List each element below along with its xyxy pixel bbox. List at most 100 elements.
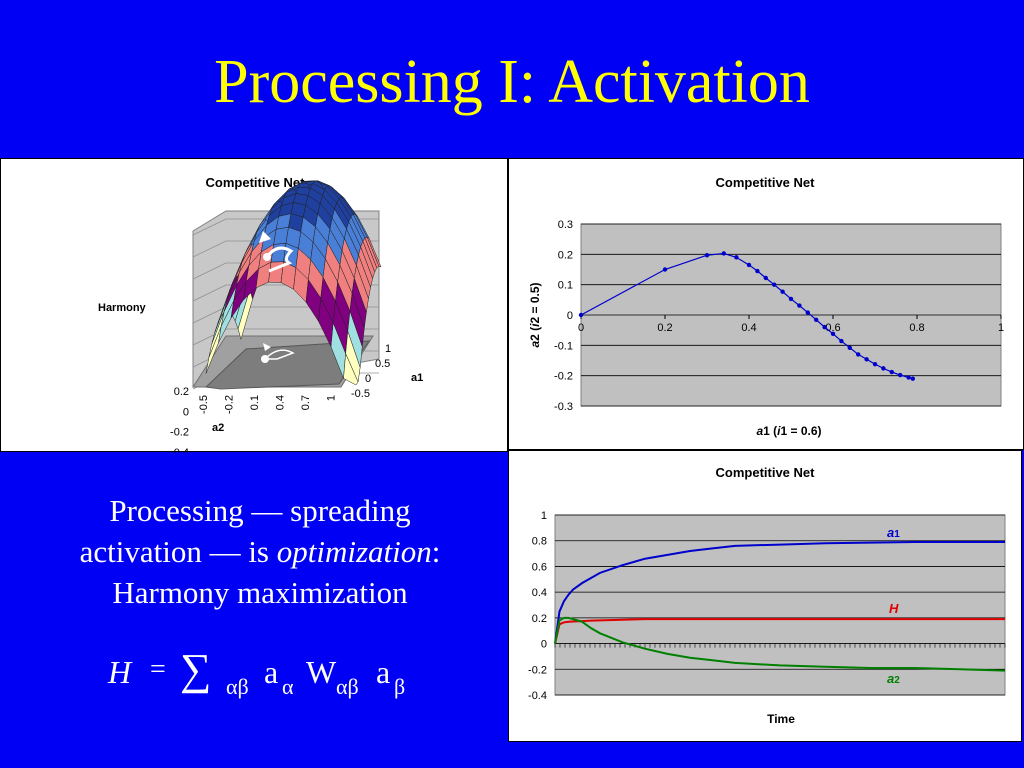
y-tick-label: 0.1 xyxy=(558,280,573,292)
x-tick-label: 1 xyxy=(998,322,1004,334)
x-tick-label: 0.2 xyxy=(657,322,672,334)
trajectory-point xyxy=(721,251,726,256)
trajectory-point xyxy=(856,352,861,357)
z-tick-label: 0.2 xyxy=(174,386,189,398)
series-label-sub: 1 xyxy=(894,529,900,540)
formula-a-beta: a xyxy=(376,654,391,690)
chart-title: Competitive Net xyxy=(716,175,816,190)
x-tick-label: 0.7 xyxy=(300,395,312,410)
trajectory-point xyxy=(889,369,894,375)
formula-sub-alpha: α xyxy=(282,674,294,699)
y-tick-label: -0.2 xyxy=(528,664,547,676)
y-tick-label: 0 xyxy=(541,639,547,651)
wall-grid-line xyxy=(192,240,227,258)
z-tick-label: -0.4 xyxy=(170,447,189,453)
trajectory-point xyxy=(910,376,915,381)
surface-chart-panel: Competitive Net 0.20-0.2-0.4-0.6-0.8-1-1… xyxy=(0,158,508,453)
text-line-3: Harmony maximization xyxy=(112,575,408,610)
text-emphasis: optimization xyxy=(276,534,432,569)
y-tick-label: 1 xyxy=(385,343,391,355)
y-tick-label: 0.3 xyxy=(558,219,573,231)
y-tick-label: -0.3 xyxy=(554,401,573,413)
wall-grid-line xyxy=(192,284,227,302)
trajectory-point xyxy=(746,262,752,268)
time-chart: Competitive Net 1 0.8 0.6 0.4 0.2 0 -0.2 -0.4 a… xyxy=(528,465,1006,726)
trajectory-point xyxy=(847,345,852,350)
y-label-var: a xyxy=(528,341,542,348)
z-tick-label: 0 xyxy=(183,406,189,418)
y-tick-label: 0.5 xyxy=(375,358,390,370)
y-label-mid: 2 ( xyxy=(528,327,542,341)
series-label-sub: 2 xyxy=(894,675,900,686)
z-tick-label: -0.2 xyxy=(170,427,189,439)
harmony-formula: H = ∑ αβ a α W αβ a β xyxy=(60,640,460,710)
trajectory-point xyxy=(755,268,760,274)
formula-sub-beta: β xyxy=(394,674,406,699)
x-tick-label: 0.1 xyxy=(249,395,261,410)
y-label-i: i xyxy=(528,323,542,327)
wall-grid-line xyxy=(192,262,227,280)
y-tick-label: 0 xyxy=(567,310,573,322)
y-tick-label: -0.5 xyxy=(351,388,370,400)
phase-chart: Competitive Net 0.3 0.2 0.1 0 -0.1 -0.2 -0.3 0… xyxy=(528,175,1004,438)
series-label-var: a xyxy=(887,525,894,540)
formula-eq: = xyxy=(150,654,166,685)
trajectory-point xyxy=(864,357,869,362)
y-tick-label: 0.4 xyxy=(532,587,547,599)
y-tick-label: 0.2 xyxy=(532,613,547,625)
x-tick-label: -0.2 xyxy=(224,395,236,414)
y-tick-label: -0.2 xyxy=(554,371,573,383)
surface-patch xyxy=(366,236,382,268)
arrowhead xyxy=(259,231,271,243)
floor-start-point xyxy=(261,355,269,363)
trajectory-point xyxy=(788,296,794,302)
text-line-2: activation — is optimization: xyxy=(20,531,500,572)
x-axis-label: a1 (i1 = 0.6) xyxy=(756,424,821,438)
x-tick-label: 1 xyxy=(326,395,338,401)
chart-title: Competitive Net xyxy=(206,175,306,190)
formula-H: H xyxy=(108,654,132,690)
harmony-surface xyxy=(205,180,382,386)
trajectory-point xyxy=(704,253,710,258)
trajectory-point xyxy=(780,289,785,294)
y-tick-label: 0.8 xyxy=(532,536,547,548)
x-tick-label: 0 xyxy=(578,322,584,334)
sum-icon: ∑ xyxy=(180,645,212,694)
trajectory-point xyxy=(797,303,802,308)
text-line-1: Processing — spreading xyxy=(109,493,411,528)
x-axis-label: a2 xyxy=(212,422,224,434)
x-label-mid: 1 ( xyxy=(763,424,777,438)
trajectory-point xyxy=(805,310,810,315)
series-line-H xyxy=(554,618,1005,644)
formula-sum-sub: αβ xyxy=(226,674,249,699)
y-label-end: 2 = 0.5) xyxy=(528,282,542,323)
y-tick-label: 0.2 xyxy=(558,249,573,261)
series-label-H: H xyxy=(889,601,899,616)
trajectory-point xyxy=(881,366,886,371)
series-label-var: a xyxy=(887,671,894,686)
formula-a-alpha: a xyxy=(264,654,279,690)
x-tick-label: -0.5 xyxy=(198,395,210,414)
formula-sub-alphabeta: αβ xyxy=(336,674,359,699)
body-text: Processing — spreading activation — is o… xyxy=(20,490,500,613)
slide-title: Processing I: Activation xyxy=(214,48,810,116)
series-label-a2: a2 xyxy=(887,671,900,686)
y-tick-label: 0 xyxy=(365,373,371,385)
trajectory-point xyxy=(734,255,739,260)
series-line-a2 xyxy=(554,616,1006,672)
trajectory-point xyxy=(906,375,911,380)
x-tick-label: 0.4 xyxy=(275,395,287,410)
wall-grid-line xyxy=(192,218,227,236)
x-tick-label: 0.4 xyxy=(741,322,756,334)
trajectory-point xyxy=(662,267,668,272)
y-axis-label: a2 (i2 = 0.5) xyxy=(528,282,542,347)
series-label-var: H xyxy=(889,601,899,616)
surface-arrow xyxy=(265,246,294,273)
surface-chart: Competitive Net 0.20-0.2-0.4-0.6-0.8-1-1… xyxy=(98,175,423,453)
floor-arrowhead xyxy=(263,343,271,351)
chart-title: Competitive Net xyxy=(716,465,816,480)
trajectory-point xyxy=(872,361,878,367)
trajectory-point xyxy=(839,338,844,344)
trajectory-point xyxy=(898,372,903,378)
x-tick-label: 0.8 xyxy=(909,322,924,334)
